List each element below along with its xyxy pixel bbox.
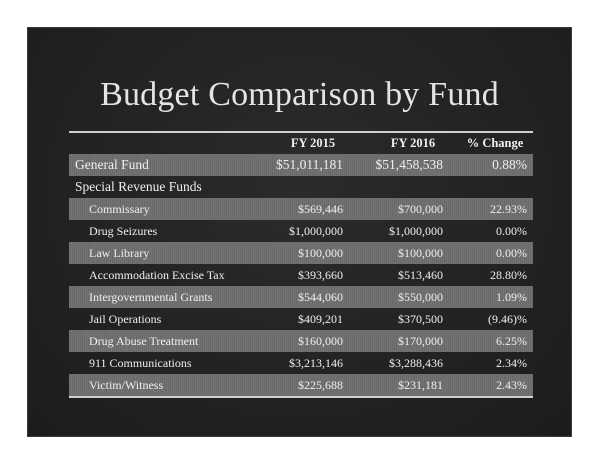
table-row: Law Library $100,000 $100,000 0.00%: [69, 242, 533, 264]
fy2016-value: $370,500: [398, 311, 443, 326]
fund-name: Law Library: [89, 245, 150, 260]
fy2016-value: $700,000: [398, 201, 443, 216]
table-header-row: FY 2015 FY 2016 % Change: [69, 133, 533, 154]
header-fy2016: FY 2016: [390, 136, 436, 150]
table-bottom-rule: [69, 396, 533, 398]
fy2015-value: $3,213,146: [289, 355, 343, 370]
fy2016-value: $550,000: [398, 289, 443, 304]
slide: Budget Comparison by Fund FY 2015 FY 201…: [27, 27, 572, 437]
change-value: 6.25%: [496, 333, 527, 348]
change-value: 1.09%: [496, 289, 527, 304]
change-value: 22.93%: [490, 201, 527, 216]
fy2015-value: $1,000,000: [289, 223, 343, 238]
fy2015-value: $569,446: [298, 201, 343, 216]
table-row: Accommodation Excise Tax $393,660 $513,4…: [69, 264, 533, 286]
table-row: Jail Operations $409,201 $370,500 (9.46)…: [69, 308, 533, 330]
fund-name: Intergovernmental Grants: [89, 289, 213, 304]
change-value: 0.00%: [496, 245, 527, 260]
budget-table: FY 2015 FY 2016 % Change General Fund $5…: [69, 131, 533, 398]
table-row: Commissary $569,446 $700,000 22.93%: [69, 198, 533, 220]
fund-name: Commissary: [89, 201, 150, 216]
section-row-special-revenue: Special Revenue Funds: [69, 176, 533, 198]
table-row: Drug Seizures $1,000,000 $1,000,000 0.00…: [69, 220, 533, 242]
change-value: 28.80%: [490, 267, 527, 282]
fund-name: Accommodation Excise Tax: [89, 267, 225, 282]
table-row: Victim/Witness $225,688 $231,181 2.43%: [69, 374, 533, 396]
fy2016-value: $51,458,538: [375, 157, 444, 172]
change-value: 2.34%: [496, 355, 527, 370]
fy2016-value: $170,000: [398, 333, 443, 348]
slide-title: Budget Comparison by Fund: [100, 76, 499, 113]
fy2016-value: $231,181: [398, 377, 443, 392]
fy2015-value: $51,011,181: [276, 157, 343, 172]
fy2016-value: $1,000,000: [389, 223, 443, 238]
table-row-general-fund: General Fund $51,011,181 $51,458,538 0.8…: [69, 154, 533, 176]
table-row: Intergovernmental Grants $544,060 $550,0…: [69, 286, 533, 308]
table-row: 911 Communications $3,213,146 $3,288,436…: [69, 352, 533, 374]
table-row: Drug Abuse Treatment $160,000 $170,000 6…: [69, 330, 533, 352]
fy2015-value: $160,000: [298, 333, 343, 348]
change-value: 0.00%: [496, 223, 527, 238]
fund-name: General Fund: [75, 157, 149, 172]
section-label: Special Revenue Funds: [75, 179, 202, 194]
header-change: % Change: [466, 136, 524, 150]
change-value: 2.43%: [496, 377, 527, 392]
fy2016-value: $513,460: [398, 267, 443, 282]
fund-name: Victim/Witness: [89, 377, 164, 392]
fy2016-value: $3,288,436: [389, 355, 443, 370]
table-top-rule: [69, 131, 533, 133]
fy2015-value: $100,000: [298, 245, 343, 260]
fy2015-value: $544,060: [298, 289, 343, 304]
fy2015-value: $393,660: [298, 267, 343, 282]
fund-name: Drug Seizures: [89, 223, 158, 238]
fy2015-value: $225,688: [298, 377, 343, 392]
fy2016-value: $100,000: [398, 245, 443, 260]
fund-name: 911 Communications: [89, 355, 192, 370]
fund-name: Drug Abuse Treatment: [89, 333, 199, 348]
fy2015-value: $409,201: [298, 311, 343, 326]
fund-name: Jail Operations: [89, 311, 162, 326]
header-fy2015: FY 2015: [290, 136, 336, 150]
change-value: 0.88%: [492, 157, 527, 172]
change-value: (9.46)%: [488, 311, 527, 326]
